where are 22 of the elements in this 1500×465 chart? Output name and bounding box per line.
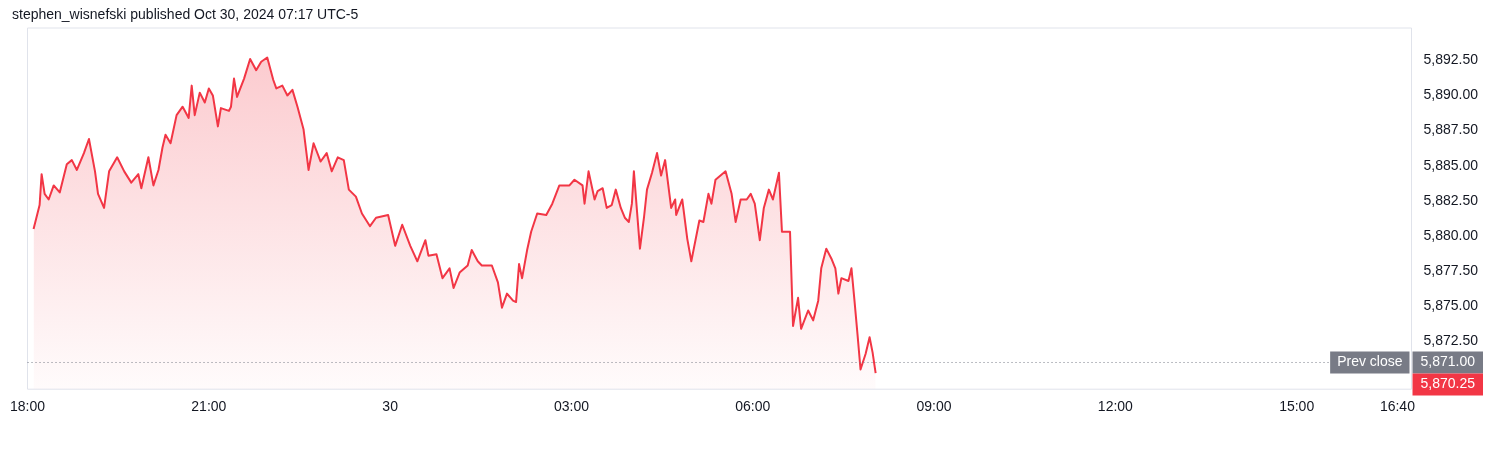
y-tick-label: 5,882.50 [1423,191,1479,208]
x-tick-label: 15:00 [1279,398,1315,415]
text: 5,871.00 [1420,353,1476,370]
y-tick-label: 5,880.00 [1423,226,1479,243]
y-tick-label: 5,887.50 [1423,121,1479,138]
text: 5,870.25 [1420,375,1476,392]
x-tick-label: 09:00 [916,398,952,415]
ref-line-label: Prev close [1337,353,1403,370]
x-tick-label: 30 [382,398,399,415]
y-tick-label: 5,875.00 [1423,297,1479,314]
y-tick-label: 5,885.00 [1423,156,1479,173]
x-tick-label: 21:00 [191,398,227,415]
x-tick-label: 18:00 [9,398,46,415]
chart-title: stephen_wisnefski published Oct 30, 2024 07:17 UTC-5 [12,6,359,22]
y-tick-label: 5,877.50 [1423,262,1479,278]
y-tick-label: 5,890.00 [1423,86,1479,103]
y-tick-label: 5,872.50 [1423,332,1479,349]
x-tick-label: 16:40 [1379,398,1416,415]
x-tick-label: 03:00 [553,398,590,415]
x-tick-label: 06:00 [735,398,771,415]
y-tick-label: 5,892.50 [1423,51,1479,68]
x-tick-label: 12:00 [1097,398,1134,415]
